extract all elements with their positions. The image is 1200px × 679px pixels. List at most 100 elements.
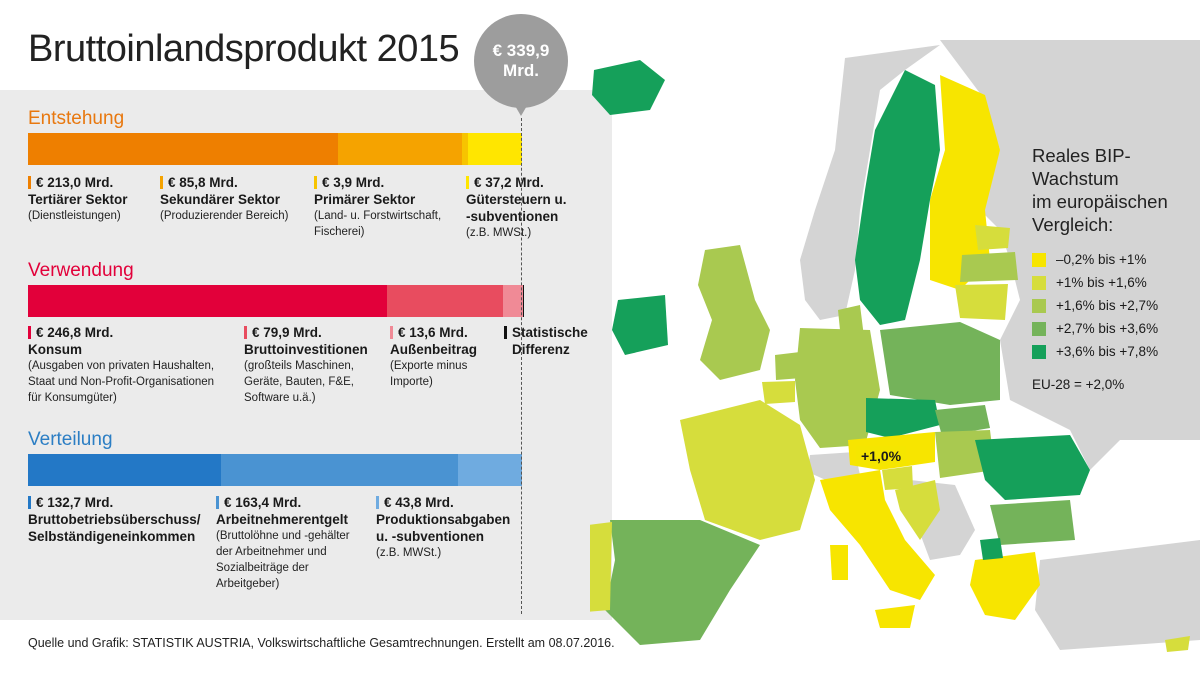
item-guetersteuern: € 37,2 Mrd. Gütersteuern u. -subventione…	[466, 174, 571, 241]
total-gdp-value: € 339,9 Mrd.	[492, 41, 550, 80]
map-romania	[975, 435, 1090, 500]
map-lithuania	[955, 284, 1008, 320]
item-tertiaer: € 213,0 Mrd. Tertiärer Sektor (Dienstlei…	[28, 174, 153, 224]
item-value: € 43,8 Mrd.	[376, 494, 516, 511]
map-greece	[970, 552, 1040, 620]
item-stat-differenz: Statistische Differenz	[504, 324, 604, 358]
map-nonEU-switzerland	[808, 452, 860, 482]
item-label: Bruttobetriebsüberschuss/ Selbständigene…	[28, 512, 201, 544]
legend-label: +1% bis +1,6%	[1056, 275, 1147, 290]
item-label: Bruttoinvestitionen	[244, 342, 368, 357]
bar-verteilung	[28, 454, 523, 486]
item-label: Tertiärer Sektor	[28, 192, 128, 207]
section-title-verteilung: Verteilung	[28, 429, 113, 450]
item-produktionsabgaben: € 43,8 Mrd. Produktionsabgaben u. -subve…	[376, 494, 516, 561]
bar-segment	[337, 133, 463, 165]
stat-differenz-marker	[504, 326, 507, 339]
item-label: Konsum	[28, 342, 82, 357]
bar-verwendung	[28, 285, 524, 317]
map-estonia	[975, 225, 1010, 250]
map-germany	[795, 328, 880, 448]
item-value: € 132,7 Mrd.	[28, 494, 208, 511]
item-value: € 213,0 Mrd.	[28, 174, 153, 191]
map-belgium	[762, 381, 795, 404]
map-croatia	[895, 480, 940, 540]
bar-segment	[502, 285, 523, 317]
map-nonEU-norway	[800, 45, 940, 320]
legend-swatch	[1032, 252, 1046, 267]
legend-label: +1,6% bis +2,7%	[1056, 298, 1159, 313]
legend-swatch	[1032, 321, 1046, 336]
map-poland	[880, 322, 1000, 405]
item-aussenbeitrag: € 13,6 Mrd. Außenbeitrag (Exporte minus …	[390, 324, 495, 390]
total-dashed-line	[521, 118, 522, 614]
bar-segment	[28, 133, 338, 165]
map-italy	[820, 470, 935, 600]
map-latvia	[960, 252, 1018, 282]
item-sub: (z.B. MWSt.)	[466, 227, 532, 239]
item-primaer: € 3,9 Mrd. Primärer Sektor (Land- u. For…	[314, 174, 454, 240]
map-sweden	[855, 70, 940, 325]
item-value: € 3,9 Mrd.	[314, 174, 454, 191]
map-slovakia	[935, 405, 990, 436]
map-iceland	[592, 60, 665, 115]
item-value: € 13,6 Mrd.	[390, 324, 495, 341]
map-macedonia-area	[980, 538, 1003, 560]
bar-segment	[220, 454, 459, 486]
bar-entstehung	[28, 133, 523, 165]
bar-segment	[467, 133, 523, 165]
map-legend: Reales BIP- Wachstum im europäischen Ver…	[1032, 144, 1168, 392]
bar-segment	[386, 285, 503, 317]
map-bulgaria	[990, 500, 1075, 545]
legend-item: –0,2% bis +1%	[1032, 248, 1168, 271]
item-arbeitnehmerentgelt: € 163,4 Mrd. Arbeitnehmerentgelt (Brutto…	[216, 494, 356, 592]
legend-title-line: Reales BIP-	[1032, 145, 1131, 166]
map-sardinia	[830, 545, 848, 580]
item-konsum: € 246,8 Mrd. Konsum (Ausgaben von privat…	[28, 324, 228, 406]
item-sub: (Ausgaben von privaten Haushalten, Staat…	[28, 360, 215, 404]
section-title-entstehung: Entstehung	[28, 108, 125, 129]
austria-growth-label: +1,0%	[856, 446, 907, 466]
legend-swatch	[1032, 344, 1046, 359]
item-label: Produktionsabgaben u. -subventionen	[376, 512, 511, 544]
source-footer: Quelle und Grafik: STATISTIK AUSTRIA, Vo…	[28, 636, 615, 650]
legend-item: +1,6% bis +2,7%	[1032, 294, 1168, 317]
item-sub: (großteils Maschinen, Geräte, Bauten, F&…	[244, 360, 354, 404]
item-sub: (Bruttolöhne und -gehälter der Arbeitneh…	[216, 530, 350, 590]
legend-item: +3,6% bis +7,8%	[1032, 340, 1168, 363]
eu28-growth: EU-28 = +2,0%	[1032, 377, 1125, 392]
legend-title-line: Vergleich:	[1032, 214, 1114, 235]
bar-segment	[458, 454, 523, 486]
map-portugal	[590, 522, 612, 612]
item-value: € 246,8 Mrd.	[28, 324, 228, 341]
map-france	[680, 400, 815, 540]
left-panel-background	[0, 90, 612, 620]
legend-title-line: Wachstum	[1032, 168, 1119, 189]
page-title: Bruttoinlandsprodukt 2015	[28, 28, 460, 70]
legend-title-line: im europäischen	[1032, 191, 1168, 212]
map-cyprus	[1165, 636, 1190, 652]
bubble-pointer	[514, 104, 528, 116]
item-sekundaer: € 85,8 Mrd. Sekundärer Sektor (Produzier…	[160, 174, 305, 224]
bar-segment	[522, 285, 524, 317]
item-label: Gütersteuern u. -subventionen	[466, 192, 567, 224]
map-nonEU-turkey	[1035, 540, 1200, 650]
map-nonEU-russia	[940, 40, 1200, 470]
item-value: € 37,2 Mrd.	[466, 174, 571, 191]
item-label: Außenbeitrag	[390, 342, 478, 357]
item-bruttobetriebsueberschuss: € 132,7 Mrd. Bruttobetriebsüberschuss/ S…	[28, 494, 208, 545]
item-label: Primärer Sektor	[314, 192, 416, 207]
item-sub: (Dienstleistungen)	[28, 210, 121, 222]
map-uk	[698, 245, 770, 380]
legend-label: –0,2% bis +1%	[1056, 252, 1147, 267]
legend-swatch	[1032, 275, 1046, 290]
item-value: € 79,9 Mrd.	[244, 324, 379, 341]
item-sub: (Land- u. Forstwirtschaft, Fischerei)	[314, 210, 442, 238]
legend-item: +2,7% bis +3,6%	[1032, 317, 1168, 340]
map-sicily	[875, 605, 915, 628]
europe-map	[590, 40, 1200, 652]
item-bruttoinvestitionen: € 79,9 Mrd. Bruttoinvestitionen (großtei…	[244, 324, 379, 406]
item-value: € 163,4 Mrd.	[216, 494, 356, 511]
item-sub: (Exporte minus Importe)	[390, 360, 468, 388]
legend-rows: –0,2% bis +1% +1% bis +1,6% +1,6% bis +2,7…	[1032, 248, 1168, 363]
